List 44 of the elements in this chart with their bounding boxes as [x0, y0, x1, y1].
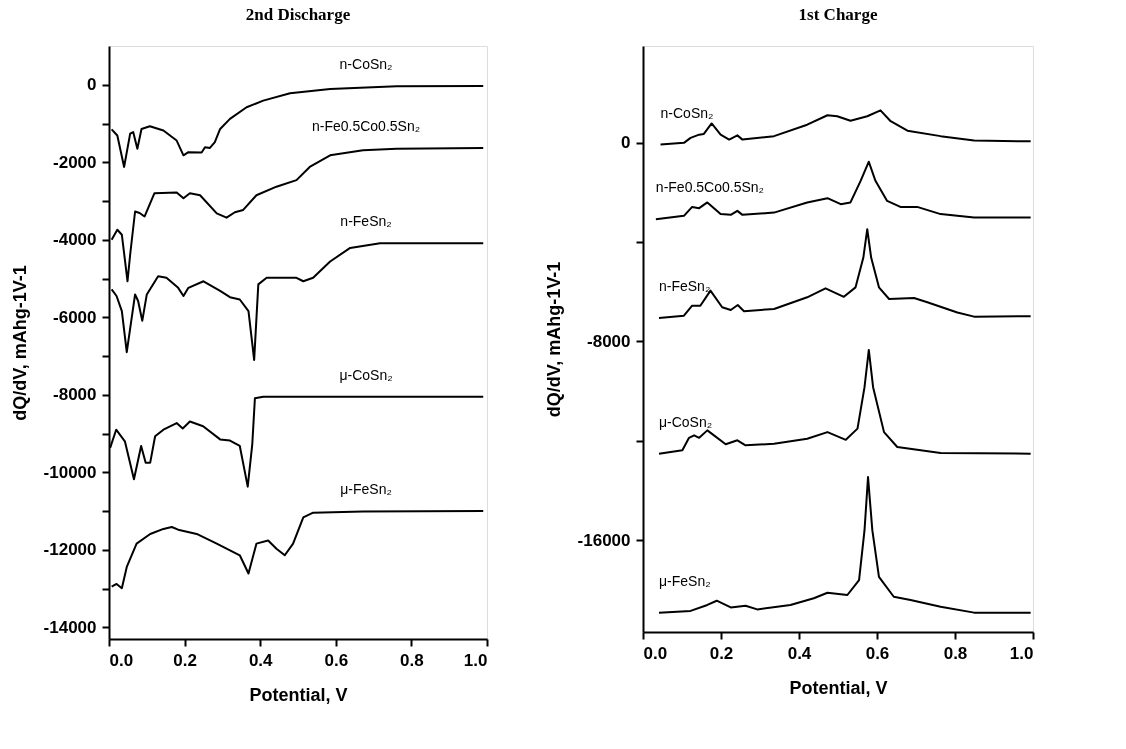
y-tick-label: -2000: [53, 152, 97, 172]
series-label: n-FeSn₂: [340, 213, 392, 230]
line-series: [659, 109, 1032, 146]
series-label: μ-CoSn₂: [658, 413, 713, 430]
y-tick-label: 0: [87, 75, 97, 95]
x-tick-label: 0.6: [865, 643, 890, 663]
x-tick-label: 0.8: [943, 643, 968, 663]
x-tick-label: 0.0: [643, 643, 668, 663]
line-series: [657, 476, 1032, 614]
series-label: n-Fe0.5Co0.5Sn₂: [655, 179, 765, 196]
y-axis-title: dQ/dV, mAhg-1V-1: [9, 265, 30, 421]
y-tick-label: -16000: [577, 530, 631, 550]
series-label: μ-CoSn₂: [339, 366, 393, 383]
y-tick-label: -8000: [53, 385, 97, 405]
y-tick-label: -4000: [53, 230, 97, 250]
series-label: n-CoSn₂: [660, 104, 714, 121]
series-label: μ-FeSn₂: [658, 572, 711, 589]
x-tick-label: 1.0: [1009, 643, 1034, 663]
x-tick-label: 1.0: [463, 650, 488, 670]
x-tick-label: 0.6: [324, 650, 349, 670]
series-label: n-CoSn₂: [339, 55, 393, 72]
y-tick-label: -12000: [43, 540, 97, 560]
x-tick-label: 0.4: [248, 650, 274, 670]
series-label: n-Fe0.5Co0.5Sn₂: [311, 117, 421, 134]
line-series: [657, 228, 1032, 319]
y-tick-label: -6000: [53, 307, 97, 327]
chart-title: 2nd Discharge: [245, 5, 351, 24]
y-tick-label: -10000: [43, 462, 97, 482]
y-tick-label: -8000: [587, 331, 631, 351]
line-series: [654, 160, 1032, 221]
x-tick-label: 0.2: [709, 643, 734, 663]
series-label: μ-FeSn₂: [340, 481, 392, 498]
series-label: n-FeSn₂: [658, 277, 711, 294]
y-tick-label: 0: [621, 133, 631, 153]
chart-title: 1st Charge: [798, 5, 878, 24]
line-series: [657, 348, 1032, 455]
y-tick-label: -14000: [43, 617, 97, 637]
x-tick-label: 0.4: [787, 643, 812, 663]
x-tick-label: 0.2: [173, 650, 197, 670]
x-tick-label: 0.8: [400, 650, 424, 670]
x-axis-title: Potential, V: [789, 677, 888, 698]
y-axis-title: dQ/dV, mAhg-1V-1: [543, 261, 564, 418]
x-tick-label: 0.0: [109, 650, 134, 670]
x-axis-title: Potential, V: [249, 684, 348, 705]
